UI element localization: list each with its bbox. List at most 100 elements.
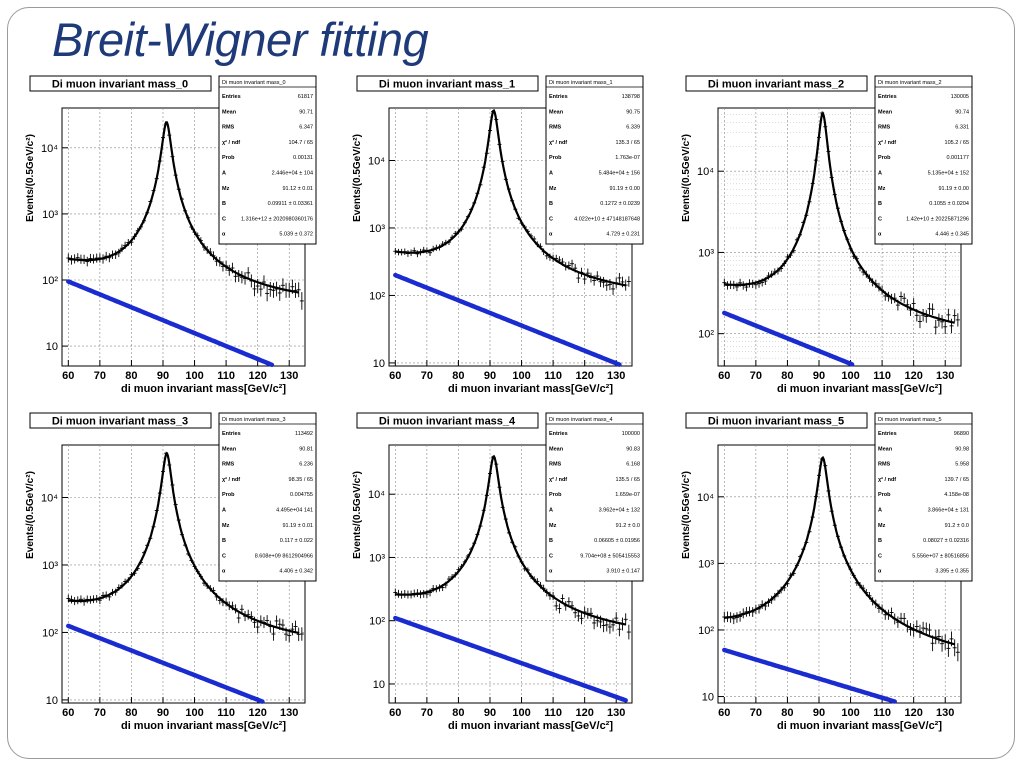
stats-label: A [878, 508, 882, 514]
stats-value: 0.001177 [946, 155, 969, 161]
x-tick-label: 90 [157, 370, 169, 382]
stats-box-frame [218, 75, 317, 245]
stats-box: Di muon invariant mass_4 Entries 100000 Mea… [545, 412, 644, 582]
x-tick-label: 60 [62, 707, 74, 719]
y-tick-label: 10³ [42, 209, 58, 221]
total-fit-curve [395, 454, 626, 626]
stats-label: RMS [222, 462, 235, 468]
x-tick-label: 130 [936, 370, 954, 382]
stats-label: Entries [878, 94, 897, 100]
chart-panel: 60 70 80 90 100 110 120 130 10 10² 10³ 10⁴ di muon i… [352, 75, 644, 395]
stats-label: Mz [549, 523, 557, 529]
stats-label: C [549, 216, 553, 222]
x-tick-label: 130 [936, 707, 954, 719]
x-tick-label: 90 [813, 370, 825, 382]
stats-value: 1.763e-07 [615, 155, 640, 161]
stats-label: A [549, 171, 553, 177]
stats-value: 5.556e+07 ± 80516856 [912, 553, 969, 559]
x-tick-label: 90 [484, 370, 496, 382]
x-tick-label: 90 [813, 707, 825, 719]
x-tick-label: 100 [185, 707, 203, 719]
stats-value: 4.022e+10 ± 47148187648 [574, 216, 640, 222]
stats-value: 105.2 / 65 [945, 140, 969, 146]
y-tick-label: 10² [42, 627, 58, 639]
stats-value: 2.446e+04 ± 104 [272, 171, 313, 177]
stats-box-frame [874, 412, 973, 582]
stats-label: C [878, 553, 882, 559]
x-tick-label: 90 [484, 707, 496, 719]
background-fit-curve [393, 272, 622, 367]
stats-label: Mean [878, 446, 893, 452]
stats-value: 0.09911 ± 0.03361 [268, 201, 313, 207]
chart-panel: 60 70 80 90 100 110 120 130 10² 10³ 10⁴ di muon inv… [681, 75, 973, 395]
plot-title-box [356, 412, 539, 429]
x-tick-label: 70 [94, 707, 106, 719]
y-tick-label: 10³ [698, 247, 714, 259]
x-tick-label: 70 [421, 370, 433, 382]
y-tick-label: 10 [373, 358, 385, 370]
x-tick-label: 60 [718, 370, 730, 382]
stats-label: Entries [549, 94, 568, 100]
x-tick-label: 100 [841, 707, 859, 719]
y-tick-label: 10⁴ [41, 143, 58, 155]
stats-title: Di muon invariant mass_5 [878, 417, 942, 423]
stats-value: 91.19 ± 0.00 [938, 186, 969, 192]
stats-value: 5.958 [955, 462, 969, 468]
stats-label: Mz [222, 186, 230, 192]
plot-title-box [29, 75, 212, 92]
stats-label: χ² / ndf [549, 139, 567, 146]
x-tick-label: 110 [217, 370, 235, 382]
plot-title-box [685, 412, 868, 429]
background-fit-curve [722, 310, 855, 367]
stats-box: Di muon invariant mass_1 Entries 138798 Mea… [545, 75, 644, 245]
stats-value: 91.2 ± 0.0 [945, 523, 969, 529]
x-tick-label: 110 [544, 707, 562, 719]
stats-label: Entries [549, 431, 568, 437]
stats-label: B [878, 201, 882, 207]
stats-label: α [222, 232, 226, 238]
stats-label: Prob [549, 155, 562, 161]
stats-label: C [222, 553, 226, 559]
stats-label: α [549, 232, 553, 238]
stats-label: Entries [222, 431, 241, 437]
stats-value: 90.98 [955, 446, 969, 452]
stats-title: Di muon invariant mass_0 [222, 80, 286, 86]
y-tick-label: 10 [46, 341, 58, 353]
stats-label: C [222, 216, 226, 222]
x-tick-label: 70 [94, 370, 106, 382]
y-tick-label: 10² [369, 290, 385, 302]
x-tick-label: 80 [781, 370, 793, 382]
y-tick-label: 10³ [369, 223, 385, 235]
stats-label: α [878, 232, 882, 238]
x-tick-label: 100 [185, 370, 203, 382]
stats-label: RMS [549, 125, 562, 131]
stats-label: Mz [878, 186, 886, 192]
x-tick-label: 120 [248, 707, 266, 719]
stats-label: χ² / ndf [549, 476, 567, 483]
y-axis-label: Events/(0.5GeV/c²) [25, 134, 36, 222]
stats-label: Prob [222, 492, 235, 498]
stats-box: Di muon invariant mass_0 Entries 61817 Mean… [218, 75, 317, 245]
stats-label: A [878, 171, 882, 177]
stats-label: Mean [549, 446, 564, 452]
background-fit-curve [722, 647, 897, 704]
stats-label: χ² / ndf [222, 476, 240, 483]
total-fit-curve [395, 108, 626, 287]
stats-label: B [222, 201, 226, 207]
stats-label: A [222, 171, 226, 177]
stats-value: 4.406 ± 0.342 [279, 569, 313, 575]
y-tick-label: 10 [46, 695, 58, 707]
y-tick-label: 10⁴ [697, 166, 714, 178]
plot-title-box [29, 412, 212, 429]
plot-title: Di muon invariant mass_4 [379, 416, 516, 428]
stats-label: Prob [878, 492, 891, 498]
stats-value: 0.1055 ± 0.0204 [929, 201, 969, 207]
background-fit-curve [393, 615, 628, 703]
y-tick-label: 10² [42, 275, 58, 287]
stats-value: 90.83 [626, 446, 640, 452]
stats-label: Prob [878, 155, 891, 161]
y-tick-label: 10⁴ [368, 489, 385, 501]
stats-label: C [549, 553, 553, 559]
x-tick-label: 110 [873, 370, 891, 382]
